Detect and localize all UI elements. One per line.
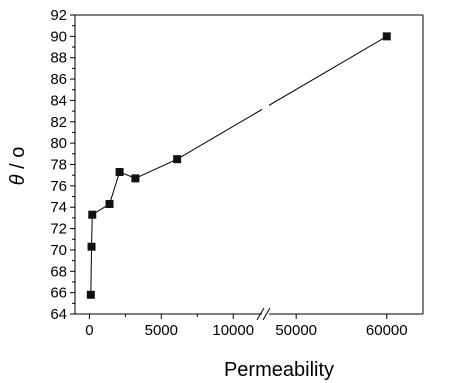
y-tick-label: 70 xyxy=(50,242,67,259)
y-tick-label: 66 xyxy=(50,285,67,302)
y-axis-title: θ / o xyxy=(7,147,29,186)
y-tick-label: 80 xyxy=(50,135,67,152)
data-point xyxy=(382,32,391,41)
plot-frame xyxy=(74,14,424,321)
series-line xyxy=(90,35,388,295)
x-tick-label: 50000 xyxy=(275,322,317,339)
y-tick-label: 74 xyxy=(50,199,67,216)
y-tick-label: 88 xyxy=(50,50,67,67)
x-axis: 0 5000 10000 50000 60000 xyxy=(85,314,408,339)
data-point xyxy=(115,167,124,176)
data-point xyxy=(86,290,95,299)
data-point xyxy=(131,174,140,183)
axis-break-mark xyxy=(262,307,271,321)
y-tick-label: 84 xyxy=(50,92,67,109)
y-tick-label: 78 xyxy=(50,157,67,174)
y-tick-label: 64 xyxy=(50,306,67,323)
y-axis-title-unit: / o xyxy=(7,147,29,175)
y-tick-label: 72 xyxy=(50,221,67,238)
y-axis-title-symbol: θ xyxy=(7,174,29,185)
data-point xyxy=(88,210,97,219)
x-tick-label: 5000 xyxy=(145,322,178,339)
line-break-gap xyxy=(262,95,269,115)
y-tick-label: 92 xyxy=(50,7,67,24)
data-point xyxy=(87,242,96,251)
y-axis: 64 66 68 70 72 74 76 78 80 82 84 86 88 90 92 xyxy=(50,7,75,323)
x-axis-title: Permeability xyxy=(224,359,334,381)
y-tick-label: 68 xyxy=(50,263,67,280)
axis-break-mark xyxy=(256,307,265,321)
x-tick-label: 0 xyxy=(85,322,93,339)
y-tick-label: 82 xyxy=(50,114,67,131)
y-tick-label: 76 xyxy=(50,178,67,195)
y-tick-label: 86 xyxy=(50,71,67,88)
x-tick-label: 60000 xyxy=(366,322,408,339)
data-point xyxy=(173,155,182,164)
y-tick-label: 90 xyxy=(50,28,67,45)
series-layer xyxy=(86,32,391,299)
x-tick-label: 10000 xyxy=(212,322,254,339)
data-point xyxy=(105,200,114,209)
